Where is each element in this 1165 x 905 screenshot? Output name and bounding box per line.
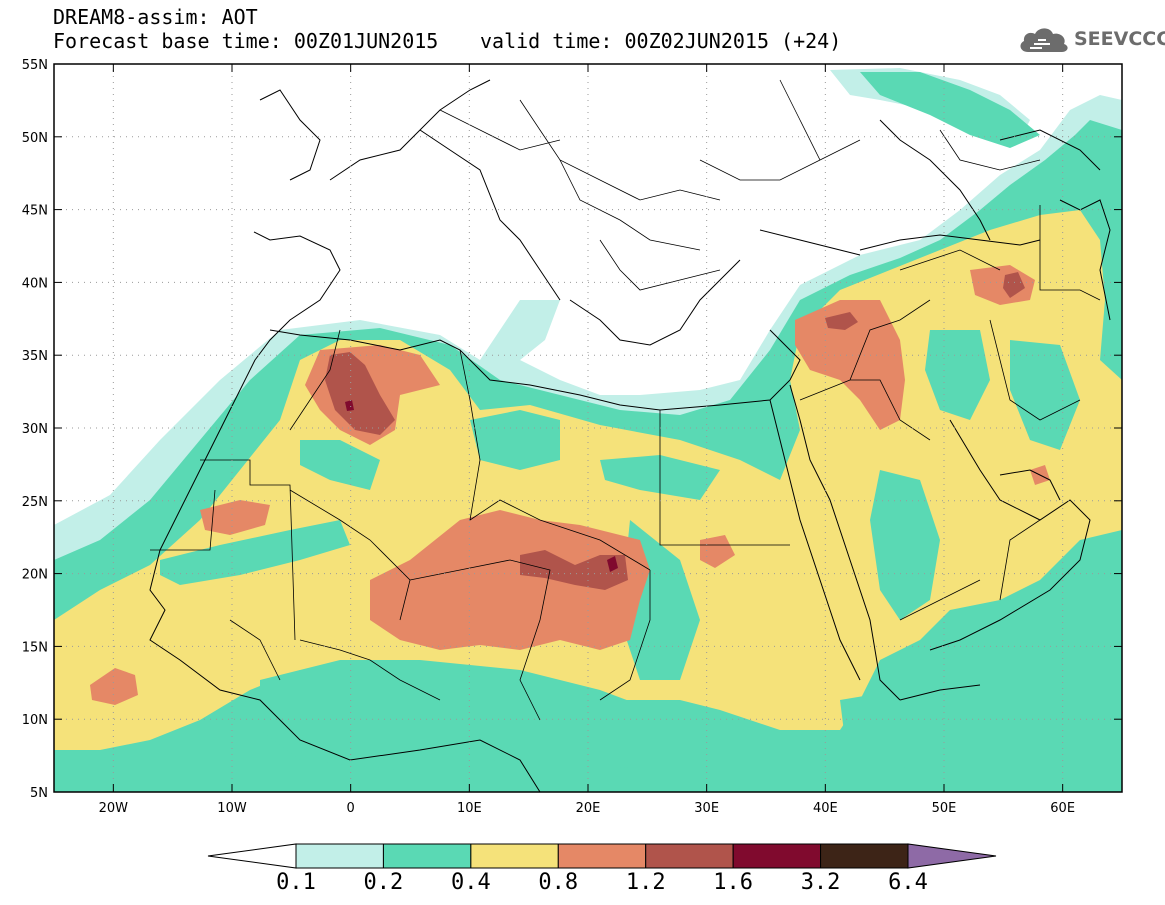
aot-level-0.2-islands xyxy=(160,330,1080,770)
colorbar-label: 0.4 xyxy=(450,870,491,895)
lat-tick-label: 15N xyxy=(22,640,48,655)
axis-ticks xyxy=(54,63,1122,793)
colorbar xyxy=(207,843,997,869)
colorbar-box xyxy=(382,843,472,869)
colorbar-under-triangle xyxy=(207,843,297,869)
lat-tick-label: 25N xyxy=(22,495,48,510)
seevccc-logo: SEEVCCC xyxy=(1016,24,1165,56)
colorbar-label: 0.1 xyxy=(276,870,316,895)
colorbar-box xyxy=(820,843,909,869)
colorbar-box xyxy=(295,843,384,869)
colorbar-over-triangle xyxy=(907,843,997,869)
lon-tick-label: 10W xyxy=(217,801,247,816)
lat-tick-label: 35N xyxy=(22,349,48,364)
aot-level-1.2 xyxy=(325,272,1025,590)
lon-tick-label: 20W xyxy=(99,801,129,816)
lat-tick-label: 5N xyxy=(30,786,48,801)
lon-tick-label: 0 xyxy=(347,801,355,816)
coastlines xyxy=(149,79,1111,792)
colorbar-label: 0.2 xyxy=(363,870,404,895)
aot-field xyxy=(54,64,1122,792)
lon-tick-label: 20E xyxy=(576,801,601,816)
lon-tick-label: 30E xyxy=(694,801,719,816)
colorbar-label: 1.6 xyxy=(713,870,754,895)
country-borders xyxy=(150,79,1101,721)
lat-tick-label: 50N xyxy=(22,131,48,146)
lat-tick-label: 55N xyxy=(22,58,48,73)
forecast-base-time: Forecast base time: 00Z01JUN2015 xyxy=(53,29,439,53)
aot-level-1.6 xyxy=(345,400,618,572)
colorbar-box xyxy=(732,843,822,869)
colorbar-label: 3.2 xyxy=(800,870,841,895)
lat-tick-label: 45N xyxy=(22,204,48,219)
cloud-icon xyxy=(1020,28,1068,52)
lat-tick-label: 40N xyxy=(22,276,48,291)
valid-time: valid time: 00Z02JUN2015 (+24) xyxy=(480,29,842,53)
lat-tick-label: 30N xyxy=(22,422,48,437)
lon-tick-label: 50E xyxy=(932,801,957,816)
lon-tick-label: 10E xyxy=(457,801,482,816)
colorbar-label: 6.4 xyxy=(888,870,928,895)
colorbar-box xyxy=(557,843,647,869)
lon-tick-label: 60E xyxy=(1050,801,1075,816)
axis-tick-labels: 20W 10W 0 10E 20E 30E 40E 50E 60E 55N 50N 45N 40N 35N… xyxy=(22,58,1075,816)
colorbar-labels: 0.1 0.2 0.4 0.8 1.2 1.6 3.2 6.4 xyxy=(0,870,1165,900)
logo-text: SEEVCCC xyxy=(1074,28,1165,50)
colorbar-label: 0.8 xyxy=(538,870,579,895)
lon-tick-label: 40E xyxy=(813,801,838,816)
colorbar-box xyxy=(645,843,734,869)
grid-lines xyxy=(54,64,1122,792)
lat-tick-label: 10N xyxy=(22,713,48,728)
colorbar-label: 1.2 xyxy=(625,870,666,895)
title-line: DREAM8-assim: AOT xyxy=(53,5,258,29)
colorbar-box xyxy=(470,843,559,869)
lat-tick-label: 20N xyxy=(22,568,48,583)
